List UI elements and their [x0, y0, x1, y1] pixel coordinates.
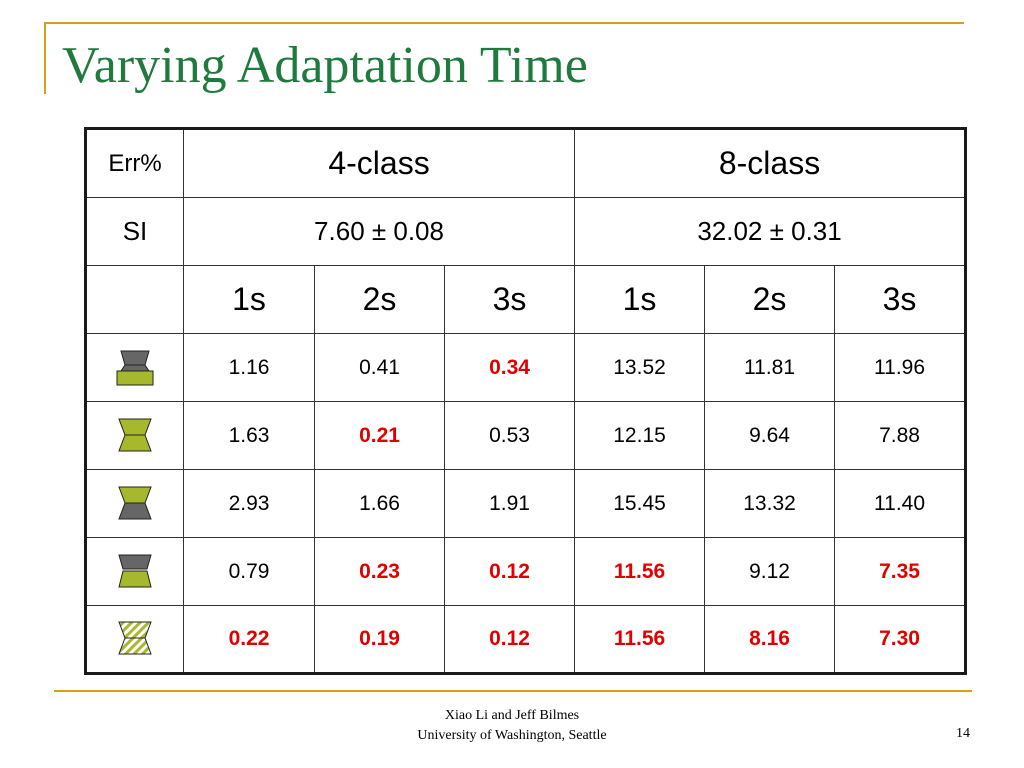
table-cell: 15.45 — [574, 469, 706, 538]
gray-top-green-bottom-small-icon — [87, 553, 183, 591]
table-cell: 1.91 — [443, 469, 576, 538]
table-row: 1.63 0.21 0.53 12.15 9.64 7.88 — [85, 401, 967, 470]
table-cell: 12.15 — [574, 401, 706, 470]
green-hourglass-icon — [87, 417, 183, 455]
table-cell: 0.12 — [443, 537, 576, 606]
row-icon-cell — [85, 333, 184, 402]
table-cell: 13.32 — [704, 469, 836, 538]
striped-hourglass-icon — [87, 620, 183, 658]
time-header-row: 1s 2s 3s 1s 2s 3s — [85, 265, 967, 334]
table-cell: 0.79 — [183, 537, 315, 606]
time-header: 1s — [183, 265, 315, 334]
table-cell: 0.41 — [314, 333, 445, 402]
table-cell: 11.40 — [834, 469, 967, 538]
gray-top-green-bottom-icon — [87, 349, 183, 387]
table-row: 2.93 1.66 1.91 15.45 13.32 11.40 — [85, 469, 967, 538]
row-icon-cell — [85, 401, 184, 470]
header-4-class: 4-class — [182, 128, 576, 198]
table-cell: 7.88 — [834, 401, 967, 470]
table-row: 0.79 0.23 0.12 11.56 9.12 7.35 — [85, 537, 967, 606]
si-value-4-class: 7.60 ± 0.08 — [182, 197, 576, 266]
table-cell: 0.22 — [183, 605, 315, 674]
time-header: 2s — [704, 265, 836, 334]
time-header: 1s — [574, 265, 706, 334]
table-cell: 0.21 — [314, 401, 445, 470]
table-row: 1.16 0.41 0.34 13.52 11.81 11.96 — [85, 333, 967, 402]
class-header-row: Err% 4-class 8-class — [85, 128, 967, 198]
si-label: SI — [85, 197, 184, 266]
left-accent-line — [44, 22, 46, 94]
time-header: 3s — [443, 265, 576, 334]
table-cell: 0.12 — [443, 605, 576, 674]
top-accent-line — [44, 22, 964, 24]
results-table-container: Err% 4-class 8-class SI 7.60 ± 0.08 32.0… — [84, 127, 968, 675]
table-cell: 8.16 — [704, 605, 836, 674]
table-cell: 2.93 — [183, 469, 315, 538]
table-cell: 0.53 — [443, 401, 576, 470]
table-cell: 11.56 — [574, 605, 706, 674]
table-cell: 0.23 — [314, 537, 445, 606]
table-cell: 11.81 — [704, 333, 836, 402]
table-cell: 0.19 — [314, 605, 445, 674]
footer-credits: Xiao Li and Jeff Bilmes University of Wa… — [362, 706, 662, 746]
table-cell: 7.30 — [834, 605, 967, 674]
table-row: 0.22 0.19 0.12 11.56 8.16 7.30 — [85, 605, 967, 674]
time-header: 3s — [834, 265, 967, 334]
table-cell: 1.16 — [183, 333, 315, 402]
corner-label: Err% — [85, 128, 184, 198]
si-row: SI 7.60 ± 0.08 32.02 ± 0.31 — [85, 197, 967, 266]
header-8-class: 8-class — [574, 128, 967, 198]
table-cell: 7.35 — [834, 537, 967, 606]
table-cell: 13.52 — [574, 333, 706, 402]
footer-affiliation: University of Washington, Seattle — [417, 728, 607, 743]
table-cell: 1.66 — [314, 469, 445, 538]
si-value-8-class: 32.02 ± 0.31 — [574, 197, 967, 266]
footer-authors: Xiao Li and Jeff Bilmes — [444, 708, 580, 723]
slide-title: Varying Adaptation Time — [62, 37, 588, 94]
green-top-gray-bottom-icon — [87, 485, 183, 523]
table-cell: 9.64 — [704, 401, 836, 470]
results-table: Err% 4-class 8-class SI 7.60 ± 0.08 32.0… — [84, 127, 968, 675]
table-cell: 11.56 — [574, 537, 706, 606]
table-cell: 0.34 — [443, 333, 576, 402]
row-icon-cell — [85, 605, 184, 674]
table-cell: 11.96 — [834, 333, 967, 402]
footer-accent-line — [54, 690, 972, 692]
time-header: 2s — [314, 265, 445, 334]
row-icon-cell — [85, 537, 184, 606]
page-number: 14 — [956, 726, 970, 741]
empty-corner-cell — [85, 265, 184, 334]
row-icon-cell — [85, 469, 184, 538]
table-cell: 1.63 — [183, 401, 315, 470]
table-cell: 9.12 — [704, 537, 836, 606]
